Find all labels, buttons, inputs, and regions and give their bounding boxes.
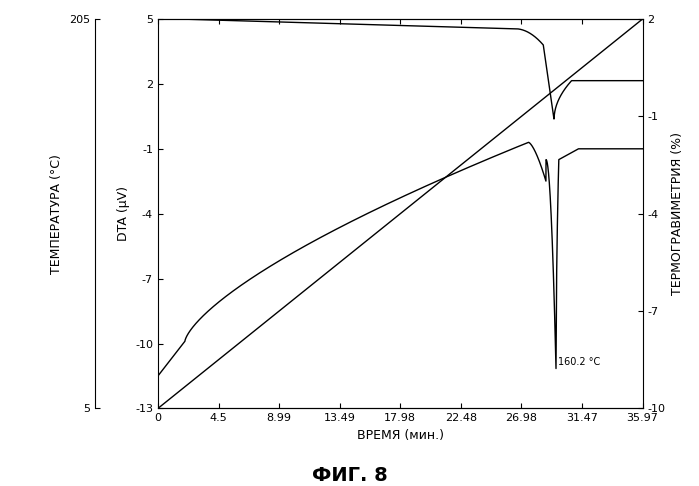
- Y-axis label: ТЕМПЕРАТУРА (°C): ТЕМПЕРАТУРА (°C): [50, 154, 64, 274]
- Y-axis label: DTA (μV): DTA (μV): [117, 186, 129, 241]
- X-axis label: ВРЕМЯ (мин.): ВРЕМЯ (мин.): [356, 429, 444, 442]
- Text: ФИГ. 8: ФИГ. 8: [312, 466, 387, 485]
- Text: 160.2 °C: 160.2 °C: [558, 357, 600, 367]
- Y-axis label: ТЕРМОГРАВИМЕТРИЯ (%): ТЕРМОГРАВИМЕТРИЯ (%): [671, 132, 684, 295]
